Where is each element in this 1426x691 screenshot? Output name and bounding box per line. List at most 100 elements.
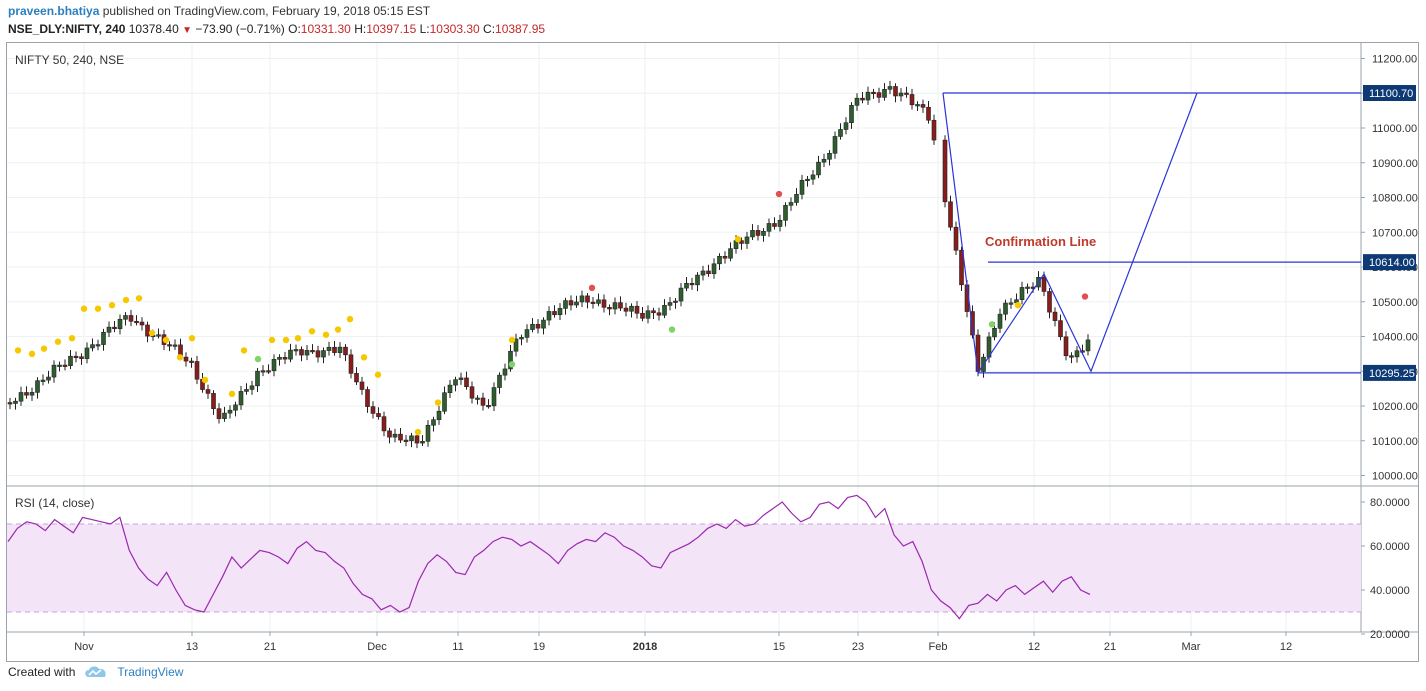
candle-down [722,255,728,259]
tradingview-link[interactable]: TradingView [117,665,184,679]
candle-down [876,92,882,98]
yellow-dot-marker [188,335,196,342]
yellow-dot-marker [1014,302,1022,309]
candle-up [123,315,128,320]
candle-down [365,389,370,407]
candle-down [464,377,469,388]
candle-up [777,219,783,227]
yellow-dot-marker [374,371,382,378]
price-tag-label: 11100.70 [1369,88,1413,100]
candle-up [497,374,502,388]
candle-down [1080,350,1085,353]
candle-down [739,240,744,244]
last-price: 10378.40 [128,22,179,36]
rsi-tick-label: 20.0000 [1370,629,1410,641]
candle-down [772,223,777,227]
yellow-dot-marker [122,296,130,304]
low-label: L: [419,22,430,36]
price-tick-label: 10100.00 [1372,436,1418,448]
candle-up [420,441,425,444]
candle-down [376,413,381,417]
yellow-dot-marker [734,236,742,243]
candle-up [227,409,233,414]
candle-down [354,373,359,383]
candle-down [134,320,139,324]
yellow-dot-marker [508,336,516,344]
yellow-dot-marker [434,399,442,406]
price-tag-label: 10614.00 [1369,257,1415,269]
candle-up [321,350,326,358]
published-text: published on TradingView.com, February 1… [102,4,431,18]
candle-up [821,158,827,163]
yellow-dot-marker [68,335,76,342]
candle-up [46,376,51,381]
created-with-text: Created with [8,665,76,679]
candle-down [266,370,271,373]
candle-down [1058,320,1063,338]
yellow-dot-marker [360,354,368,361]
green-dot-marker [508,361,516,368]
yellow-dot-marker [240,347,248,354]
candle-up [519,337,524,340]
candle-up [249,385,255,390]
candle-up [854,97,860,106]
candle-up [799,180,805,195]
yellow-dot-marker [54,338,62,345]
candle-up [288,349,293,360]
candle-down [640,312,645,319]
candle-down [552,311,557,316]
candle-down [871,91,876,94]
chart-frame [6,42,1419,662]
time-tick-label: 19 [533,641,545,653]
candle-up [557,308,563,316]
candle-down [970,311,975,336]
rsi-band [7,524,1361,612]
candle-up [90,344,95,349]
candle-up [502,368,508,376]
candle-down [211,393,216,409]
candle-up [409,435,414,442]
time-tick-label: 21 [1104,641,1116,653]
candle-down [381,416,387,432]
candle-down [909,94,915,106]
author-link[interactable]: praveen.bhatiya [8,4,100,18]
price-tick-label: 10400.00 [1372,332,1418,344]
time-tick-label: Mar [1182,641,1201,653]
green-dot-marker [668,326,676,333]
candle-down [656,312,662,316]
candle-down [585,295,590,303]
candle-up [546,311,552,321]
rsi-line [7,494,1091,620]
candle-down [194,361,200,380]
candle-up [728,248,733,259]
price-tag [1363,85,1416,102]
annotations: Confirmation Line 11100.70 10614.00 10295.2… [942,85,1416,381]
harmonic-pattern-path [942,92,1198,375]
candle-up [832,136,838,154]
candle-up [645,310,651,319]
candle-up [794,194,799,203]
symbol-label: NSE_DLY:NIFTY, 240 [8,22,126,36]
candle-down [486,405,491,408]
candle-down [128,315,134,322]
yellow-dot-marker [294,335,302,342]
price-tick-label: 10500.00 [1372,297,1418,309]
candle-down [755,230,761,236]
candle-up [117,318,123,330]
time-tick-label: 12 [1280,641,1292,653]
yellow-dot-marker [282,336,290,344]
candle-down [1052,311,1058,321]
candle-down [926,106,931,121]
candle-down [398,433,403,441]
candle-up [491,387,497,407]
price-tick-label: 10700.00 [1372,227,1418,239]
candle-up [783,205,788,221]
candle-up [101,331,106,345]
candle-down [860,97,865,101]
red-dot-marker [1081,293,1089,300]
candle-up [1008,302,1014,305]
candle-down [112,326,117,330]
candle-down [689,282,695,286]
candle-up [106,326,112,333]
